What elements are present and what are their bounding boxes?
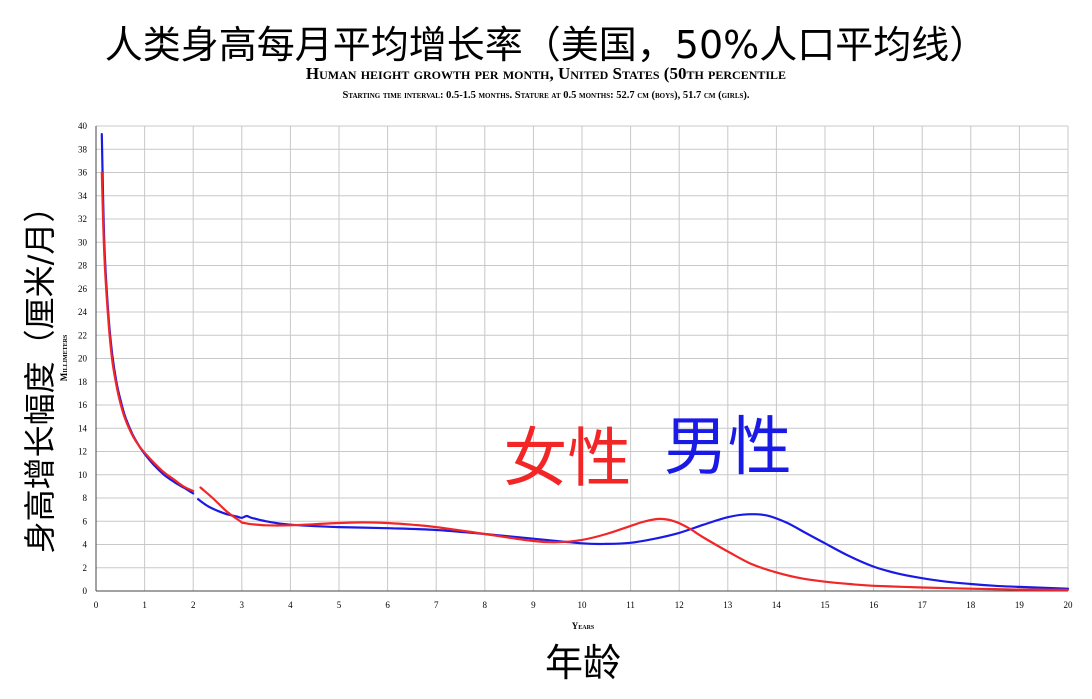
x-tick-label: 6 [385, 600, 390, 610]
y-tick-label: 18 [78, 377, 88, 387]
chart-subtitle: Starting time interval: 0.5-1.5 months. … [342, 90, 750, 101]
y-tick-label: 8 [83, 493, 88, 503]
series-annotation: 男性 [664, 411, 792, 485]
y-tick-label: 36 [78, 168, 88, 178]
x-tick-label: 19 [1015, 600, 1025, 610]
y-tick-label: 28 [78, 261, 88, 271]
y-tick-label: 24 [78, 307, 88, 317]
y-tick-label: 0 [83, 586, 88, 596]
chart-title-chinese: 人类身高每月平均增长率（美国，50%人口平均线） [104, 23, 988, 67]
chart-title-english: Human height growth per month, United St… [305, 64, 787, 83]
x-tick-label: 17 [918, 600, 928, 610]
y-tick-label: 34 [78, 191, 88, 201]
x-tick-label: 18 [966, 600, 976, 610]
y-tick-label: 10 [78, 470, 88, 480]
x-tick-label: 20 [1064, 600, 1074, 610]
x-axis-label-chinese: 年龄 [544, 641, 622, 685]
x-tick-label: 9 [531, 600, 536, 610]
y-tick-label: 6 [83, 516, 88, 526]
y-tick-label: 16 [78, 400, 88, 410]
x-tick-label: 4 [288, 600, 293, 610]
series-annotation: 女性 [503, 423, 631, 497]
x-tick-label: 3 [240, 600, 245, 610]
x-tick-label: 16 [869, 600, 879, 610]
y-tick-label: 4 [83, 540, 88, 550]
x-tick-label: 7 [434, 600, 439, 610]
y-tick-label: 20 [78, 354, 88, 364]
x-tick-label: 8 [483, 600, 488, 610]
y-tick-label: 40 [78, 121, 88, 131]
y-tick-label: 26 [78, 284, 88, 294]
x-tick-label: 13 [723, 600, 733, 610]
x-tick-label: 10 [578, 600, 588, 610]
y-tick-label: 14 [78, 423, 88, 433]
y-tick-label: 32 [78, 214, 87, 224]
series-line-female [100, 171, 195, 493]
x-tick-label: 11 [626, 600, 635, 610]
x-axis-label-english: Years [571, 621, 595, 631]
y-tick-label: 12 [78, 447, 87, 457]
x-tick-label: 12 [675, 600, 684, 610]
x-tick-label: 0 [94, 600, 99, 610]
x-tick-label: 15 [821, 600, 831, 610]
y-tick-label: 38 [78, 144, 88, 154]
x-tick-label: 1 [142, 600, 147, 610]
series-line-female [199, 486, 1070, 591]
y-tick-label: 2 [83, 563, 88, 573]
y-tick-label: 30 [78, 237, 88, 247]
series-line-male [197, 498, 1070, 590]
x-tick-label: 5 [337, 600, 342, 610]
x-tick-label: 2 [191, 600, 196, 610]
x-tick-label: 14 [772, 600, 782, 610]
y-tick-label: 22 [78, 330, 87, 340]
